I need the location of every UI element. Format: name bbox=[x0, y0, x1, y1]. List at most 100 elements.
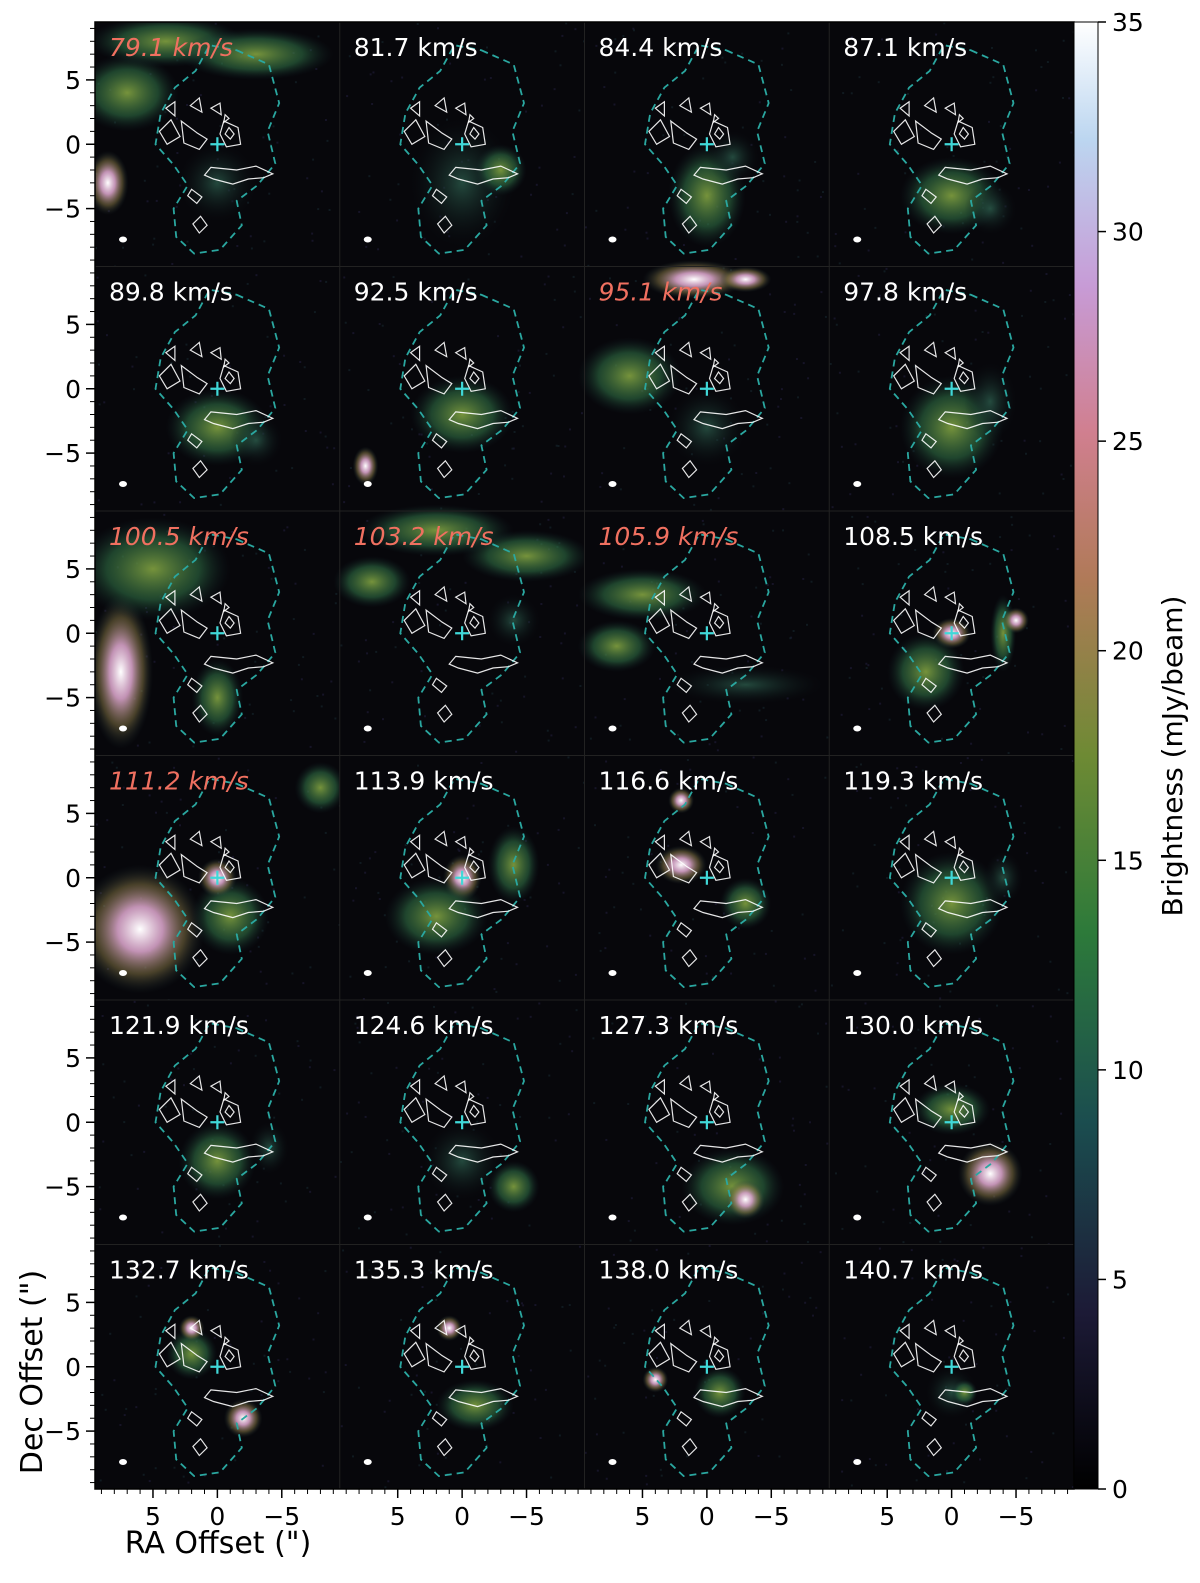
channel-panel: 127.3 km/s bbox=[584, 1000, 830, 1247]
contour bbox=[892, 1341, 916, 1368]
center-marker bbox=[455, 137, 470, 152]
x-tick-label: 5 bbox=[145, 1502, 161, 1531]
contour bbox=[203, 654, 275, 674]
contour bbox=[944, 346, 957, 361]
channel-panel: 132.7 km/s bbox=[95, 1244, 340, 1489]
contour bbox=[425, 853, 453, 884]
beam-ellipse bbox=[363, 1214, 372, 1221]
contour bbox=[676, 188, 693, 205]
y-axis-label: Dec Offset (") bbox=[15, 1270, 50, 1474]
beam-ellipse bbox=[853, 970, 862, 976]
contour bbox=[222, 1091, 230, 1102]
center-marker bbox=[210, 870, 225, 885]
center-marker bbox=[944, 1359, 959, 1374]
contour bbox=[164, 589, 176, 607]
contour bbox=[892, 1096, 916, 1124]
contour bbox=[957, 1091, 965, 1102]
contour bbox=[899, 834, 910, 851]
y-tick-label: −5 bbox=[44, 1173, 81, 1202]
contour bbox=[712, 357, 720, 369]
colorbar-tick-label: 20 bbox=[1112, 637, 1144, 666]
contour bbox=[189, 585, 203, 603]
contour bbox=[469, 126, 480, 141]
contour bbox=[448, 654, 519, 674]
channel-panel: 92.5 km/s bbox=[339, 266, 585, 511]
contour bbox=[464, 364, 486, 392]
y-tick-label: −5 bbox=[44, 684, 81, 713]
contour bbox=[678, 96, 693, 114]
beam-ellipse bbox=[363, 1459, 372, 1465]
contour bbox=[434, 1319, 448, 1336]
contour bbox=[926, 1193, 943, 1212]
velocity-label: 81.7 km/s bbox=[354, 33, 478, 62]
channel-panel: 84.4 km/s bbox=[584, 22, 830, 267]
contour bbox=[219, 853, 242, 881]
velocity-label: 108.5 km/s bbox=[843, 522, 983, 551]
contour bbox=[467, 1335, 475, 1347]
contour bbox=[712, 1335, 720, 1347]
center-marker bbox=[455, 1115, 470, 1130]
contour bbox=[914, 1342, 943, 1373]
region-outline bbox=[644, 1266, 770, 1478]
center-marker bbox=[455, 381, 470, 396]
region-outline bbox=[399, 1266, 525, 1478]
contour bbox=[436, 948, 453, 968]
contour bbox=[448, 409, 519, 430]
contour bbox=[454, 591, 467, 605]
contour bbox=[464, 609, 486, 637]
x-tick-label: −5 bbox=[998, 1502, 1035, 1531]
contour bbox=[958, 1104, 970, 1119]
contour bbox=[957, 1335, 965, 1347]
contour bbox=[436, 1437, 453, 1457]
contour bbox=[914, 608, 943, 640]
contour bbox=[192, 1193, 208, 1212]
x-tick-label: 0 bbox=[699, 1502, 715, 1531]
contour bbox=[937, 409, 1009, 430]
contour bbox=[192, 948, 208, 968]
contour bbox=[923, 96, 938, 114]
contour bbox=[678, 830, 693, 847]
beam-ellipse bbox=[608, 481, 617, 487]
center-marker bbox=[210, 626, 225, 641]
x-tick-label: 0 bbox=[944, 1502, 960, 1531]
region-outline bbox=[399, 44, 525, 255]
contour bbox=[192, 215, 208, 234]
velocity-label: 135.3 km/s bbox=[354, 1256, 494, 1285]
contour bbox=[693, 165, 764, 185]
beam-ellipse bbox=[119, 970, 127, 976]
velocity-label: 89.8 km/s bbox=[109, 278, 233, 307]
contour bbox=[224, 370, 235, 385]
center-marker bbox=[944, 870, 959, 885]
beam-ellipse bbox=[363, 725, 372, 732]
center-marker bbox=[210, 137, 225, 152]
contour bbox=[189, 1319, 203, 1336]
contour bbox=[923, 585, 938, 603]
y-tick-label: 5 bbox=[65, 555, 81, 584]
contour bbox=[158, 1096, 181, 1124]
center-marker bbox=[944, 137, 959, 152]
colorbar-tick-label: 5 bbox=[1112, 1265, 1128, 1294]
y-tick-label: −5 bbox=[44, 195, 81, 224]
contour bbox=[431, 1166, 448, 1183]
velocity-label: 119.3 km/s bbox=[843, 767, 983, 796]
contour bbox=[648, 852, 671, 879]
contour bbox=[180, 853, 208, 884]
region-outline bbox=[888, 44, 1015, 255]
contour bbox=[164, 1323, 176, 1340]
contour bbox=[180, 1097, 208, 1129]
region-outline bbox=[888, 288, 1015, 500]
contour bbox=[209, 1324, 222, 1339]
contour bbox=[708, 1098, 731, 1126]
contour bbox=[923, 830, 938, 847]
contour bbox=[409, 834, 421, 851]
y-tick-label: 0 bbox=[65, 375, 81, 404]
region-outline bbox=[154, 533, 281, 744]
contour bbox=[914, 364, 943, 395]
contour bbox=[937, 1143, 1009, 1163]
contour bbox=[699, 1080, 712, 1094]
contour bbox=[467, 1091, 475, 1102]
velocity-label: 113.9 km/s bbox=[354, 767, 494, 796]
contour bbox=[957, 357, 965, 369]
beam-ellipse bbox=[363, 481, 372, 487]
colorbar-tick-label: 35 bbox=[1112, 8, 1144, 37]
